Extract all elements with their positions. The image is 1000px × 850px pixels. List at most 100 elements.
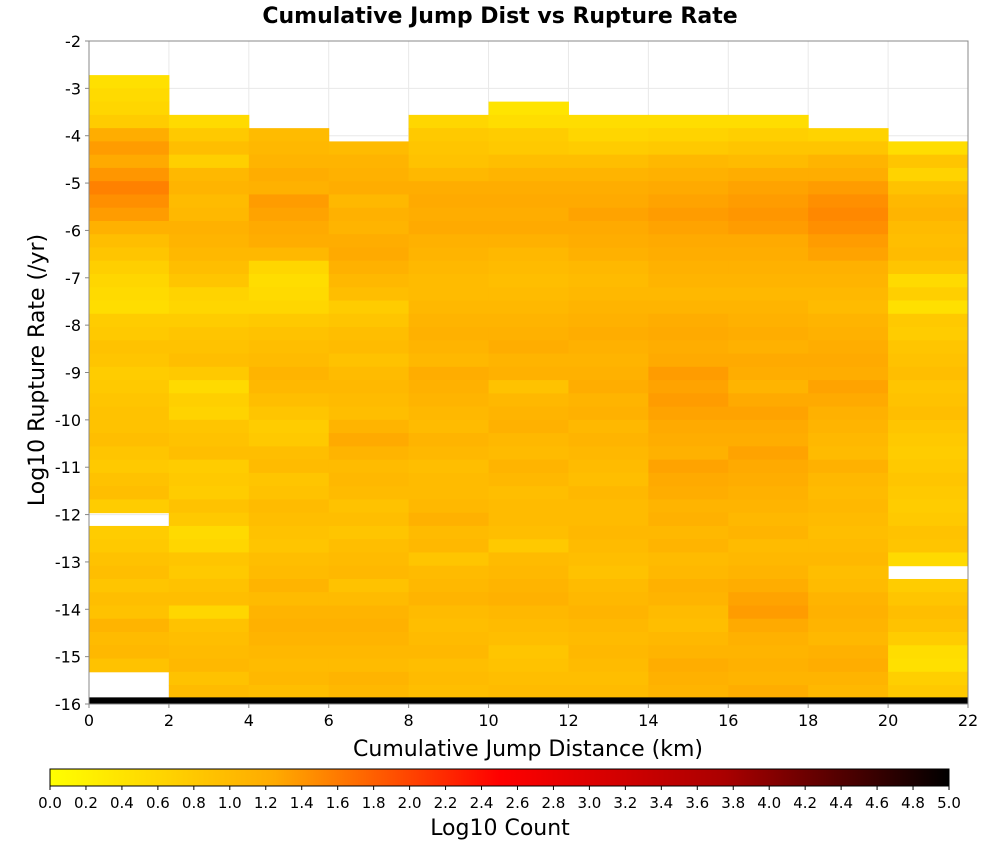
heatmap-cell (648, 592, 729, 606)
heatmap-cell (808, 141, 889, 156)
heatmap-cell (808, 273, 889, 288)
heatmap-cell (568, 459, 649, 474)
heatmap-cell (248, 247, 330, 262)
y-tick-label: -9 (65, 364, 81, 383)
colorbar-tick-label: 2.0 (398, 794, 422, 812)
heatmap-cell (89, 552, 170, 567)
colorbar-tick-label: 2.6 (506, 794, 530, 812)
colorbar-tick-label: 3.6 (685, 794, 709, 812)
heatmap-cell (888, 685, 969, 698)
y-tick-label: -14 (55, 600, 81, 619)
heatmap-cell (248, 167, 330, 182)
heatmap-cell (648, 234, 729, 248)
heatmap-cell (888, 406, 969, 421)
heatmap-cell (248, 658, 330, 673)
heatmap-cell (568, 539, 649, 553)
colorbar-label: Log10 Count (430, 816, 570, 841)
heatmap-cell (888, 207, 969, 222)
heatmap-cell (89, 234, 170, 248)
heatmap-cell (648, 194, 729, 209)
x-tick-label: 4 (244, 711, 254, 730)
heatmap-cell (408, 366, 490, 381)
heatmap-cell (728, 194, 809, 209)
heatmap-cell (488, 380, 569, 394)
heatmap-cell (408, 194, 490, 209)
heatmap-cell (648, 353, 729, 368)
heatmap-cell (648, 446, 729, 461)
heatmap-cell (248, 393, 330, 408)
heatmap-cell (728, 499, 809, 514)
heatmap-cell (648, 472, 729, 487)
heatmap-cell (888, 393, 969, 408)
heatmap-cell (568, 353, 649, 368)
heatmap-cell (808, 446, 889, 461)
heatmap-cell (248, 406, 330, 421)
heatmap-cell (728, 114, 809, 129)
heatmap-cell (488, 459, 569, 474)
heatmap-cell (728, 592, 809, 606)
heatmap-cell (89, 605, 170, 620)
heatmap-cell (728, 167, 809, 182)
heatmap-cell (248, 632, 330, 646)
heatmap-cell (728, 207, 809, 222)
heatmap-cell (728, 128, 809, 142)
heatmap-cell (248, 685, 330, 698)
heatmap-cell (89, 128, 170, 142)
heatmap-cell (488, 499, 569, 514)
y-tick-label: -16 (55, 695, 81, 714)
heatmap-cell (488, 605, 569, 620)
heatmap-cell (328, 512, 410, 527)
heatmap-cell (648, 327, 729, 341)
heatmap-cell (89, 380, 170, 394)
heatmap-cell (568, 141, 649, 156)
x-tick-label: 0 (84, 711, 94, 730)
heatmap-cell (488, 472, 569, 487)
heatmap-cell (888, 247, 969, 262)
heatmap-cell (89, 340, 170, 355)
heatmap-cell (408, 525, 490, 540)
heatmap-cell (808, 220, 889, 235)
heatmap-cell (488, 393, 569, 408)
heatmap-cell (488, 618, 569, 633)
heatmap-cell (168, 313, 250, 328)
heatmap-cell (488, 685, 569, 698)
heatmap-cell (328, 552, 410, 567)
heatmap-cell (808, 128, 889, 142)
x-tick-label: 14 (638, 711, 658, 730)
heatmap-cell (328, 525, 410, 540)
heatmap-cell (568, 167, 649, 182)
heatmap-cell (168, 658, 250, 673)
heatmap-cell (168, 327, 250, 341)
heatmap-cell (888, 605, 969, 620)
heatmap-cell (408, 618, 490, 633)
heatmap-cell (728, 539, 809, 553)
heatmap-cell (648, 539, 729, 553)
heatmap-cell (488, 300, 569, 315)
heatmap-cell (89, 260, 170, 275)
heatmap-cell (728, 340, 809, 355)
x-tick-label: 6 (324, 711, 334, 730)
heatmap-cell (888, 486, 969, 500)
heatmap-cell (168, 618, 250, 633)
heatmap-cell (248, 472, 330, 487)
heatmap-cell (328, 618, 410, 633)
heatmap-cell (888, 578, 969, 593)
heatmap-cell (168, 565, 250, 580)
heatmap-cell (408, 380, 490, 394)
heatmap-cell (89, 287, 170, 302)
heatmap-cell (408, 578, 490, 593)
heatmap-cell (888, 353, 969, 368)
heatmap-cell (408, 592, 490, 606)
heatmap-cell (248, 578, 330, 593)
heatmap-cell (568, 220, 649, 235)
heatmap-cell (328, 565, 410, 580)
heatmap-cell (568, 499, 649, 514)
heatmap-cell (89, 154, 170, 169)
colorbar-tick-label: 3.2 (613, 794, 637, 812)
colorbar-tick-label: 2.2 (434, 794, 458, 812)
y-tick-label: -11 (55, 458, 81, 477)
heatmap-cell (168, 194, 250, 209)
heatmap-cell (808, 525, 889, 540)
heatmap-cell (89, 592, 170, 606)
heatmap-cell (728, 353, 809, 368)
